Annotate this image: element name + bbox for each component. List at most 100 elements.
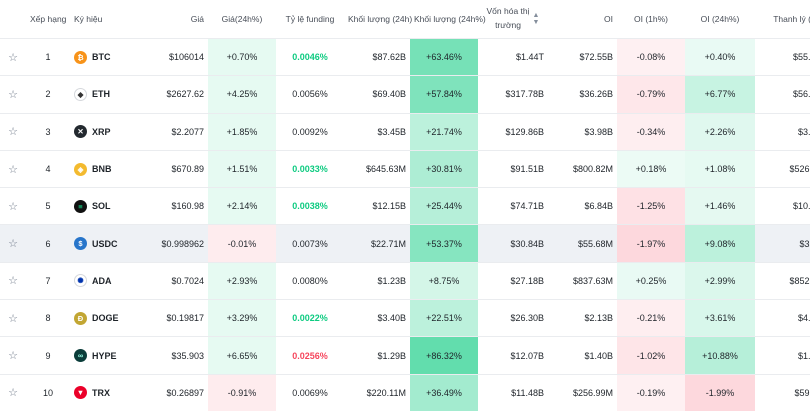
market-cap-cell: $317.78B — [478, 75, 548, 114]
table-row[interactable]: ☆ 5 ≡ SOL $160.98 +2.14% 0.0038% $12.15B +25.44%… — [0, 187, 810, 225]
col-price[interactable]: Giá — [190, 14, 204, 24]
oi-24h-cell: +6.77% — [685, 75, 755, 114]
star-icon[interactable]: ☆ — [8, 126, 18, 139]
star-icon[interactable]: ☆ — [8, 312, 18, 325]
col-oi-24h[interactable]: OI (24h%) — [700, 14, 740, 24]
funding-cell: 0.0022% — [276, 299, 344, 337]
oi-cell: $36.26B — [548, 75, 617, 114]
oi-24h-cell: +10.88% — [685, 336, 755, 375]
oi-24h-cell: +9.08% — [685, 224, 755, 263]
rank-cell: 10 — [26, 373, 70, 411]
table-row[interactable]: ☆ 6 $ USDC $0.998962 -0.01% 0.0073% $22.71M +53.… — [0, 224, 810, 263]
rank-cell: 2 — [26, 75, 70, 114]
price-cell: $2627.62 — [138, 75, 208, 114]
table-row[interactable]: ☆ 1 ₿ BTC $106014 +0.70% 0.0046% $87.62B +63.46%… — [0, 37, 810, 76]
col-change[interactable]: Giá(24h%) — [221, 14, 263, 24]
rank-cell: 3 — [26, 112, 70, 151]
rank-cell: 9 — [26, 336, 70, 375]
table-row[interactable]: ☆ 2 ◆ ETH $2627.62 +4.25% 0.0056% $69.40B +57.84… — [0, 75, 810, 114]
volume-cell: $22.71M — [344, 224, 410, 263]
price-cell: $0.7024 — [138, 261, 208, 300]
table-row[interactable]: ☆ 3 ✕ XRP $2.2077 +1.85% 0.0092% $3.45B +21.74% $… — [0, 112, 810, 151]
market-cap-cell: $27.18B — [478, 261, 548, 300]
oi-1h-cell: -0.21% — [617, 299, 685, 337]
oi-1h-cell: -0.34% — [617, 112, 685, 151]
star-icon[interactable]: ☆ — [8, 350, 18, 363]
change-cell: -0.91% — [208, 373, 276, 411]
volume-change-cell: +8.75% — [410, 261, 478, 300]
symbol-label: USDC — [92, 238, 118, 249]
col-symbol[interactable]: Ký hiệu — [74, 14, 103, 24]
symbol-cell[interactable]: ◆ ETH — [70, 75, 138, 114]
market-cap-cell: $26.30B — [478, 299, 548, 337]
symbol-label: DOGE — [92, 313, 119, 324]
funding-cell: 0.0256% — [276, 336, 344, 375]
oi-24h-cell: -1.99% — [685, 373, 755, 411]
sort-icon[interactable]: ▲ ▼ — [532, 12, 540, 26]
table-row[interactable]: ☆ 7 ✺ ADA $0.7024 +2.93% 0.0080% $1.23B +8.75% $2… — [0, 261, 810, 300]
change-cell: +4.25% — [208, 75, 276, 114]
symbol-cell[interactable]: ≡ SOL — [70, 187, 138, 225]
change-cell: +2.93% — [208, 261, 276, 300]
star-icon[interactable]: ☆ — [8, 275, 18, 288]
oi-24h-cell: +0.40% — [685, 37, 755, 76]
symbol-label: BNB — [92, 164, 112, 175]
symbol-cell[interactable]: ∞ HYPE — [70, 336, 138, 375]
oi-24h-cell: +1.46% — [685, 187, 755, 225]
oi-1h-cell: +0.18% — [617, 149, 685, 188]
table-row[interactable]: ☆ 4 ◈ BNB $670.89 +1.51% 0.0033% $645.63M +30.81… — [0, 149, 810, 188]
change-cell: +2.14% — [208, 187, 276, 225]
volume-change-cell: +21.74% — [410, 112, 478, 151]
funding-cell: 0.0069% — [276, 373, 344, 411]
funding-cell: 0.0046% — [276, 37, 344, 76]
price-cell: $670.89 — [138, 149, 208, 188]
ada-coin-icon: ✺ — [74, 274, 87, 288]
liquidation-cell: $10.12M — [755, 187, 810, 225]
liquidation-cell: $3.12M — [755, 112, 810, 151]
volume-cell: $3.45B — [344, 112, 410, 151]
header-row: Xếp hạng Ký hiệu Giá Giá(24h%) Tỷ lệ fun… — [0, 0, 810, 39]
oi-1h-cell: -1.97% — [617, 224, 685, 263]
col-funding[interactable]: Tỷ lệ funding — [285, 14, 335, 24]
symbol-cell[interactable]: Ð DOGE — [70, 299, 138, 337]
market-cap-cell: $11.48B — [478, 373, 548, 411]
symbol-label: XRP — [92, 126, 111, 137]
symbol-label: BTC — [92, 52, 111, 63]
col-volume-change[interactable]: Khối lượng (24h%) — [414, 14, 486, 24]
btc-coin-icon: ₿ — [74, 50, 87, 64]
liquidation-cell: $3.44K — [755, 224, 810, 263]
oi-cell: $6.84B — [548, 187, 617, 225]
col-oi[interactable]: OI — [604, 14, 613, 24]
rank-cell: 7 — [26, 261, 70, 300]
star-icon[interactable]: ☆ — [8, 88, 18, 101]
symbol-cell[interactable]: ✕ XRP — [70, 112, 138, 151]
col-rank[interactable]: Xếp hạng — [30, 14, 67, 24]
symbol-cell[interactable]: ₿ BTC — [70, 37, 138, 76]
market-cap-label-line2: trường — [495, 20, 521, 30]
symbol-cell[interactable]: ◈ BNB — [70, 149, 138, 188]
star-icon[interactable]: ☆ — [8, 51, 18, 64]
star-icon[interactable]: ☆ — [8, 238, 18, 251]
volume-change-cell: +63.46% — [410, 37, 478, 76]
table-body: ☆ 1 ₿ BTC $106014 +0.70% 0.0046% $87.62B +63.46%… — [0, 37, 810, 411]
star-icon[interactable]: ☆ — [8, 387, 18, 400]
symbol-label: HYPE — [92, 350, 117, 361]
change-cell: -0.01% — [208, 224, 276, 263]
market-cap-cell: $12.07B — [478, 336, 548, 375]
table-row[interactable]: ☆ 9 ∞ HYPE $35.903 +6.65% 0.0256% $1.29B +86.32%… — [0, 336, 810, 375]
col-volume[interactable]: Khối lượng (24h) — [348, 14, 413, 24]
col-market-cap[interactable]: Vốn hóa thị trường ▲ ▼ — [478, 0, 548, 39]
col-oi-1h[interactable]: OI (1h%) — [633, 14, 668, 24]
funding-cell: 0.0033% — [276, 149, 344, 188]
col-liquidation[interactable]: Thanh lý (24h) — [773, 14, 810, 24]
symbol-cell[interactable]: $ USDC — [70, 224, 138, 263]
trx-coin-icon: ▼ — [74, 386, 87, 400]
star-icon[interactable]: ☆ — [8, 163, 18, 176]
symbol-cell[interactable]: ✺ ADA — [70, 261, 138, 300]
change-cell: +0.70% — [208, 37, 276, 76]
oi-cell: $72.55B — [548, 37, 617, 76]
table-row[interactable]: ☆ 8 Ð DOGE $0.19817 +3.29% 0.0022% $3.40B +22.51… — [0, 299, 810, 337]
table-row[interactable]: ☆ 10 ▼ TRX $0.26897 -0.91% 0.0069% $220.11M +36.… — [0, 373, 810, 411]
star-icon[interactable]: ☆ — [8, 200, 18, 213]
symbol-cell[interactable]: ▼ TRX — [70, 373, 138, 411]
